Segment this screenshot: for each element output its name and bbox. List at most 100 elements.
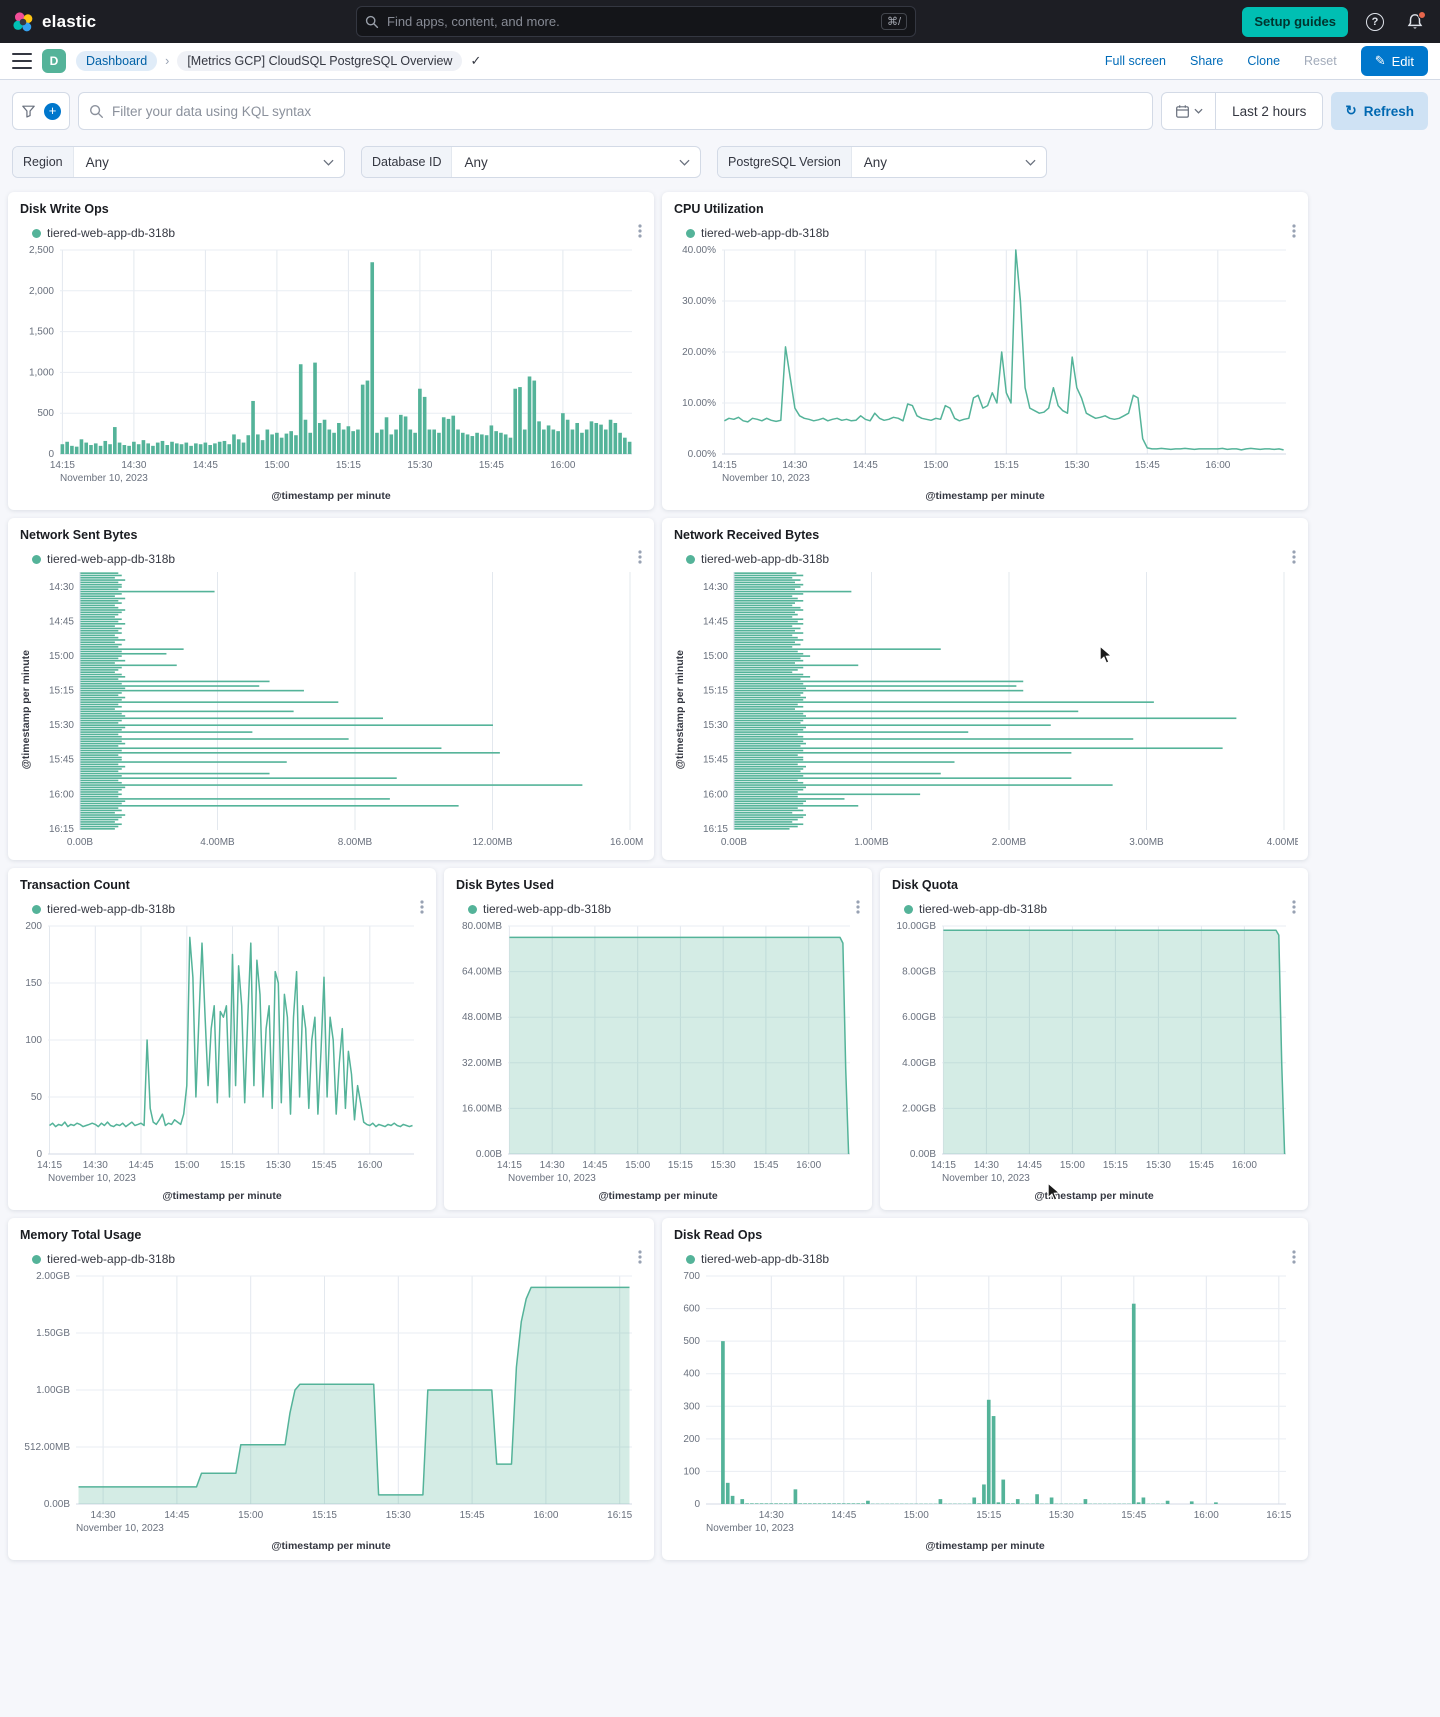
y-axis-title: @timestamp per minute [674,650,686,770]
svg-text:400: 400 [683,1369,700,1380]
legend-label[interactable]: tiered-web-app-db-318b [47,902,176,916]
chart-disk-read-ops[interactable]: 14:30 14:45 15:00 15:15 15:30 15:45 16:00 16:15… [672,1268,1298,1538]
svg-text:15:15: 15:15 [220,1160,245,1171]
panel-title: Network Sent Bytes [20,528,138,542]
control-label: Region [13,147,74,177]
global-search-input[interactable]: Find apps, content, and more. ⌘/ [356,6,916,37]
svg-text:4.00MB: 4.00MB [200,837,235,848]
svg-text:0.00%: 0.00% [688,449,716,460]
legend-label[interactable]: tiered-web-app-db-318b [701,226,830,240]
svg-text:16:15: 16:15 [49,824,74,835]
svg-text:14:45: 14:45 [129,1160,154,1171]
elastic-logo[interactable]: elastic [12,11,96,33]
svg-text:15:00: 15:00 [264,460,289,471]
control-database-id[interactable]: Database ID Any [361,146,701,178]
svg-text:15:45: 15:45 [460,1510,485,1521]
chart-transaction-count[interactable]: 14:15 14:30 14:45 15:00 15:15 15:30 15:45 16:00… [18,918,426,1188]
svg-text:14:45: 14:45 [853,460,878,471]
notification-dot [1418,10,1426,19]
legend-label[interactable]: tiered-web-app-db-318b [701,552,830,566]
panel-options-icon[interactable] [1288,546,1300,571]
svg-text:15:00: 15:00 [49,651,74,662]
check-icon: ✓ [470,53,482,68]
share-button[interactable]: Share [1190,54,1224,68]
svg-text:15:30: 15:30 [49,720,74,731]
legend-label[interactable]: tiered-web-app-db-318b [919,902,1048,916]
control-region[interactable]: Region Any [12,146,345,178]
svg-text:16:00: 16:00 [1232,1160,1257,1171]
svg-text:15:15: 15:15 [1103,1160,1128,1171]
notifications-icon[interactable] [1402,9,1428,35]
breadcrumb-dashboard[interactable]: Dashboard [76,51,158,71]
kql-search-input[interactable]: Filter your data using KQL syntax [78,92,1154,130]
add-filter-icon[interactable]: + [44,102,61,120]
svg-text:15:00: 15:00 [923,460,948,471]
svg-text:30.00%: 30.00% [682,296,716,307]
panel-options-icon[interactable] [634,1246,646,1271]
chart-disk-quota[interactable]: 14:15 14:30 14:45 15:00 15:15 15:30 15:45 16:00… [890,918,1298,1188]
legend-label[interactable]: tiered-web-app-db-318b [701,1252,830,1266]
chart-legend: tiered-web-app-db-318b [32,1252,644,1266]
panel-options-icon[interactable] [634,546,646,571]
setup-guides-button[interactable]: Setup guides [1242,6,1348,37]
svg-text:16:00: 16:00 [796,1160,821,1171]
legend-label[interactable]: tiered-web-app-db-318b [47,552,176,566]
chart-network-sent-bytes[interactable]: 0.00B 4.00MB 8.00MB 12.00MB 16.00MB 14:30 14:4… [34,568,650,852]
top-navigation-bar: elastic Find apps, content, and more. ⌘/… [0,0,1440,43]
chart-memory-total-usage[interactable]: 14:30 14:45 15:00 15:15 15:30 15:45 16:00 16:15… [18,1268,644,1538]
svg-text:200: 200 [683,1434,700,1445]
svg-text:4.00MB: 4.00MB [1267,837,1298,848]
svg-text:14:30: 14:30 [540,1160,565,1171]
panel-options-icon[interactable] [1288,896,1300,921]
svg-text:15:45: 15:45 [1121,1510,1146,1521]
space-avatar[interactable]: D [42,49,66,73]
legend-label[interactable]: tiered-web-app-db-318b [47,226,176,240]
panel-memory-total-usage: Memory Total Usage tiered-web-app-db-318… [8,1218,654,1560]
svg-text:15:30: 15:30 [703,720,728,731]
chevron-down-icon [323,147,344,177]
control-postgresql-version[interactable]: PostgreSQL Version Any [717,146,1047,178]
date-picker-menu-button[interactable] [1162,93,1217,129]
svg-text:November 10, 2023: November 10, 2023 [508,1173,596,1184]
full-screen-button[interactable]: Full screen [1104,54,1166,68]
time-range-value[interactable]: Last 2 hours [1232,103,1307,119]
search-shortcut-badge: ⌘/ [880,13,907,30]
svg-text:50: 50 [31,1092,43,1103]
legend-dot [686,1254,695,1264]
svg-text:40.00%: 40.00% [682,245,716,256]
svg-text:0: 0 [36,1149,42,1160]
svg-text:16.00MB: 16.00MB [462,1103,502,1114]
refresh-icon: ↻ [1345,103,1357,118]
chart-disk-write-ops[interactable]: 14:15 14:30 14:45 15:00 15:15 15:30 15:45 16:00… [18,242,644,488]
svg-text:15:45: 15:45 [1189,1160,1214,1171]
svg-text:16:00: 16:00 [357,1160,382,1171]
legend-label[interactable]: tiered-web-app-db-318b [47,1252,176,1266]
clone-button[interactable]: Clone [1247,54,1281,68]
chart-network-received-bytes[interactable]: 0.00B 1.00MB 2.00MB 3.00MB 4.00MB 14:30 14:45 1… [688,568,1302,852]
svg-text:15:30: 15:30 [266,1160,291,1171]
svg-text:16:00: 16:00 [1205,460,1230,471]
legend-label[interactable]: tiered-web-app-db-318b [483,902,612,916]
svg-text:2,500: 2,500 [29,245,54,256]
panel-options-icon[interactable] [1288,220,1300,245]
panel-options-icon[interactable] [1288,1246,1300,1271]
help-glyph: ? [1366,12,1384,31]
svg-text:14:30: 14:30 [83,1160,108,1171]
svg-text:500: 500 [37,408,54,419]
chart-disk-bytes-used[interactable]: 14:15 14:30 14:45 15:00 15:15 15:30 15:45 16:00… [454,918,862,1188]
panel-disk-quota: Disk Quota tiered-web-app-db-318b 14:15 1… [880,868,1308,1210]
chart-cpu-utilization[interactable]: 14:15 14:30 14:45 15:00 15:15 15:30 15:45 16:00… [672,242,1298,488]
svg-text:15:45: 15:45 [703,755,728,766]
edit-button[interactable]: ✎ Edit [1360,46,1428,76]
refresh-button[interactable]: ↻ Refresh [1331,92,1428,130]
chart-legend: tiered-web-app-db-318b [32,902,426,916]
panel-options-icon[interactable] [852,896,864,921]
help-icon[interactable]: ? [1362,9,1388,35]
svg-text:15:00: 15:00 [174,1160,199,1171]
menu-icon[interactable] [12,53,32,69]
panel-title: CPU Utilization [674,202,764,216]
panel-options-icon[interactable] [416,896,428,921]
filter-icon[interactable] [21,104,36,118]
panel-options-icon[interactable] [634,220,646,245]
panel-title: Disk Bytes Used [456,878,554,892]
